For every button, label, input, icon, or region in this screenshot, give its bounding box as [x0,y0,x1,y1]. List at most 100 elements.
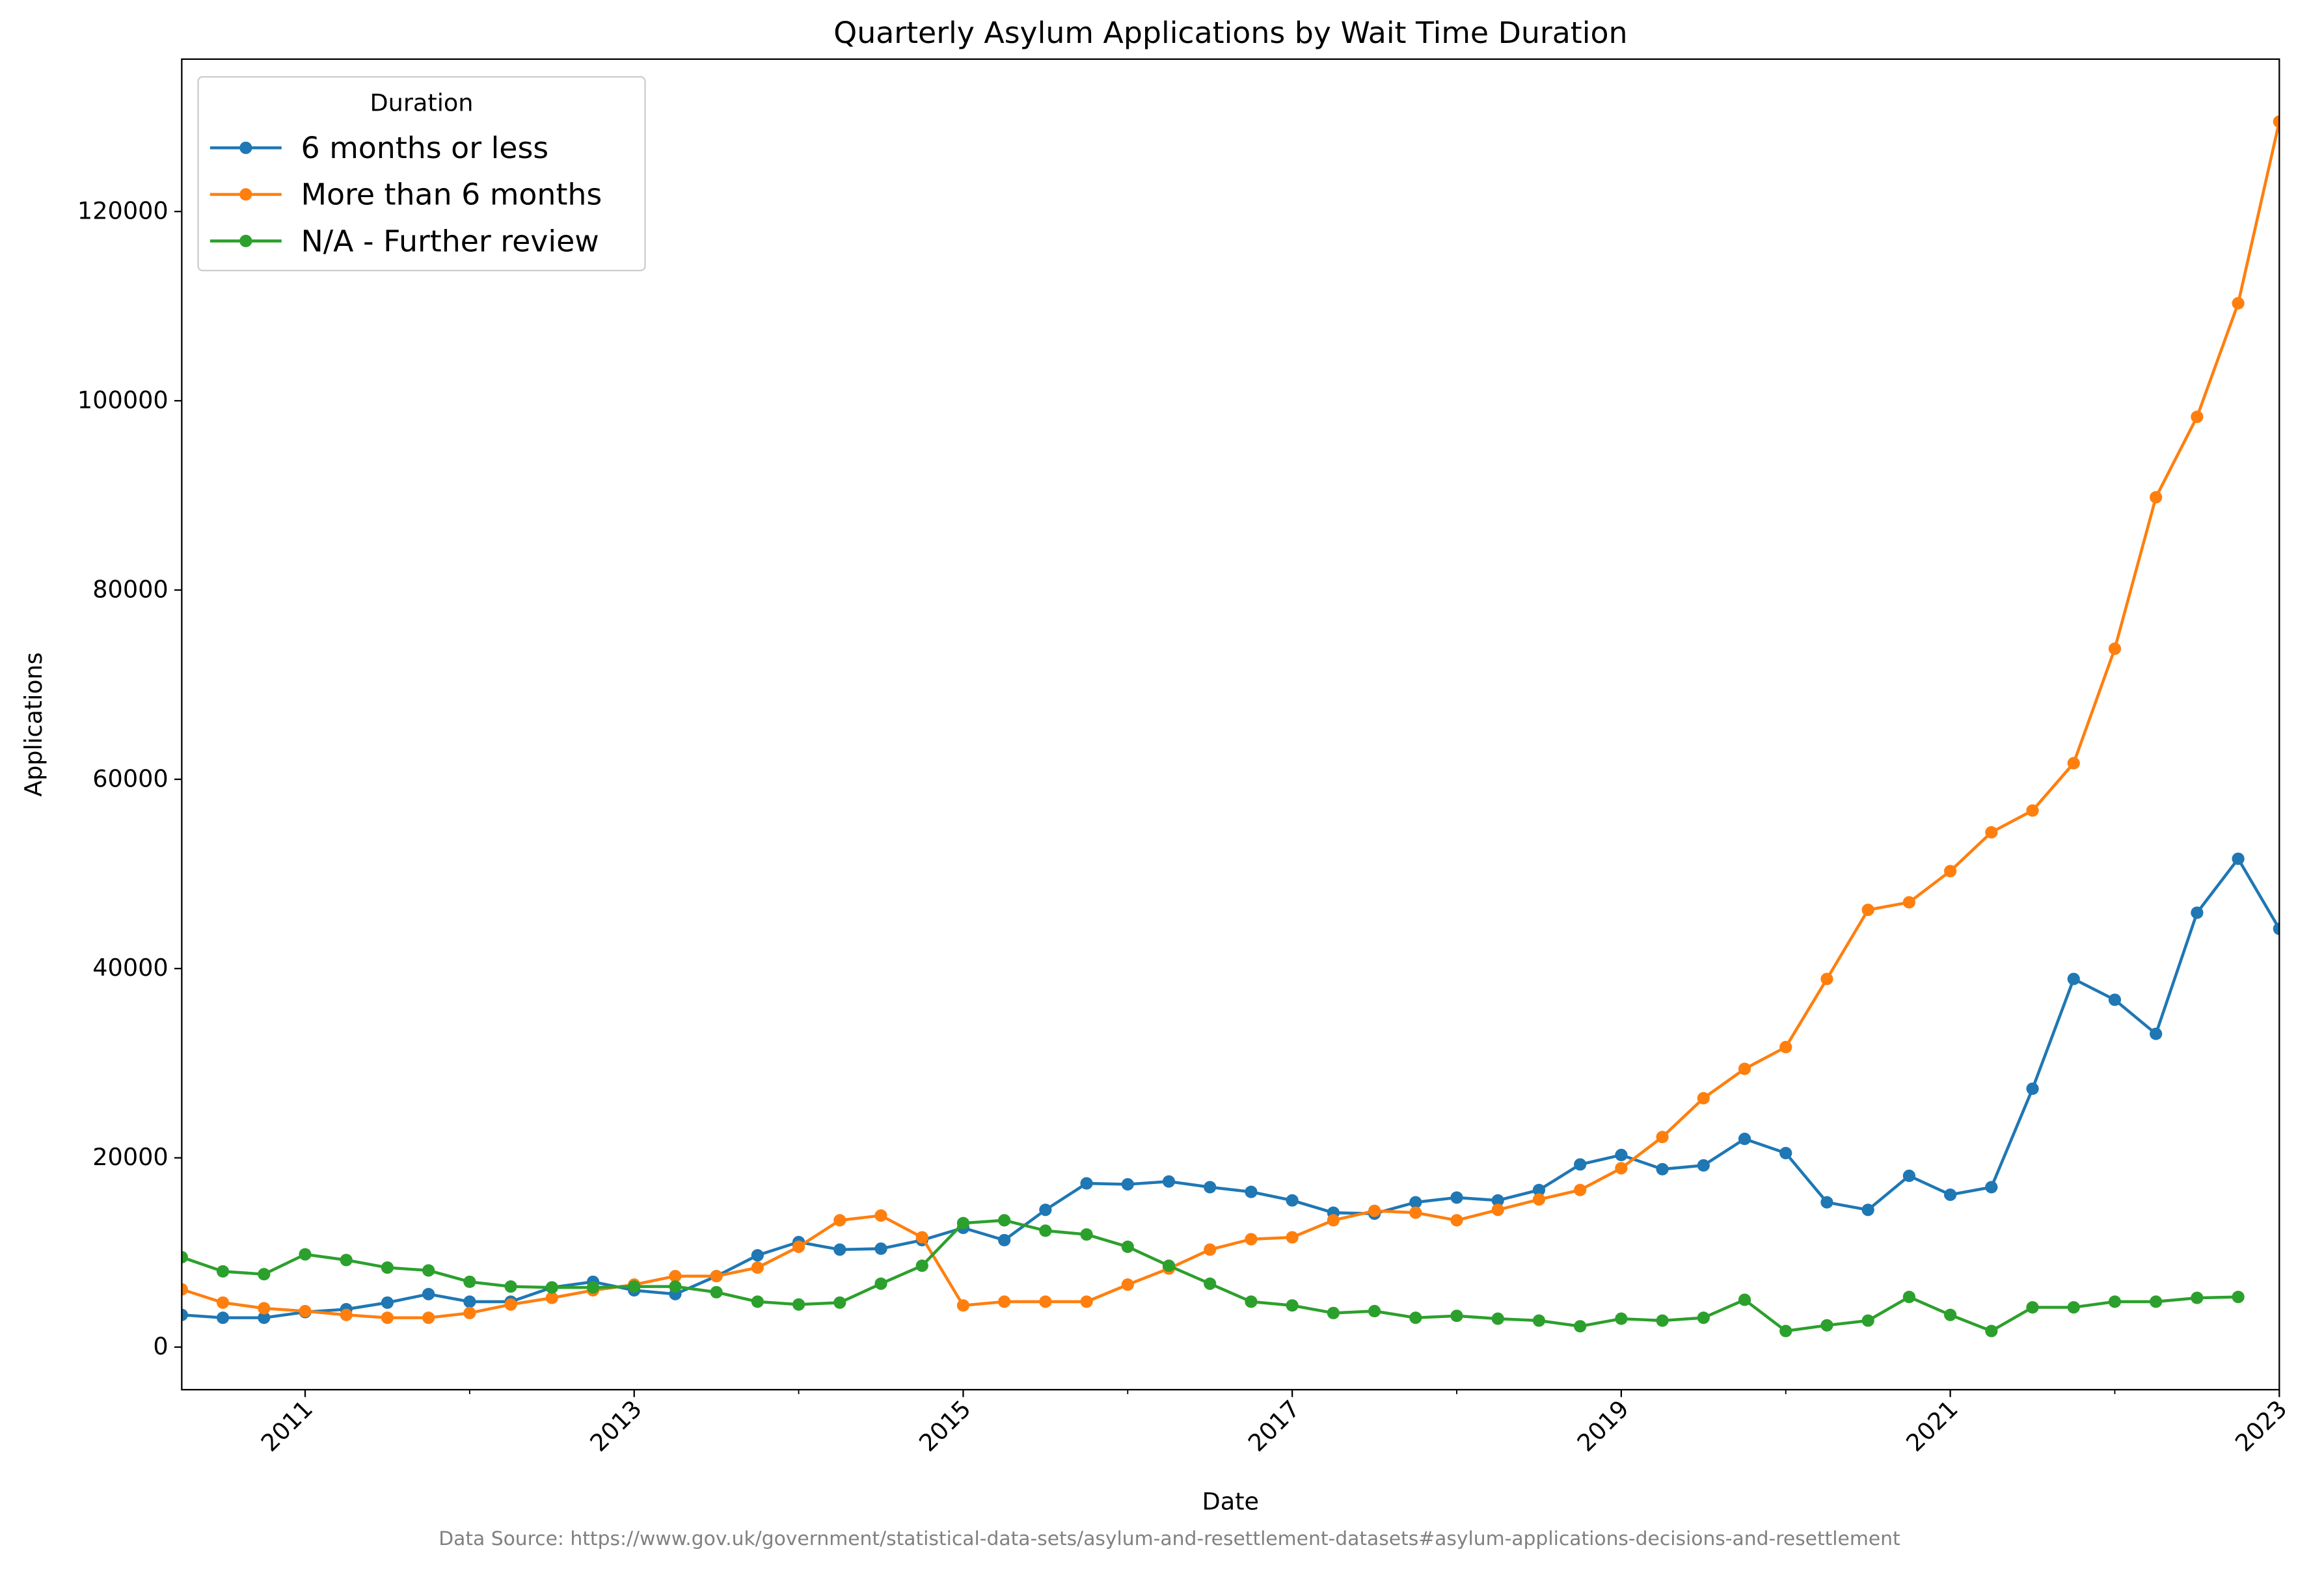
y-tick-label: 60000 [92,764,168,792]
x-tick-label: 2021 [1900,1395,1963,1457]
data-point [1286,1194,1299,1207]
data-point [1861,904,1874,917]
data-point [182,1251,188,1264]
data-point [1985,826,1998,839]
legend-label: More than 6 months [301,178,602,212]
data-point [1532,1193,1546,1206]
data-point [1985,1324,1998,1338]
data-point [1656,1314,1669,1327]
source-note: Data Source: https://www.gov.uk/governme… [439,1527,1900,1550]
data-point [258,1302,271,1315]
legend-label: 6 months or less [301,131,549,165]
data-point [751,1295,764,1308]
data-point [216,1311,230,1324]
data-point [1861,1203,1874,1217]
data-point [1245,1185,1258,1198]
data-point [669,1280,682,1293]
data-point [463,1306,476,1319]
y-axis-label: Applications [20,652,47,797]
data-point [1327,1214,1340,1227]
data-point [2026,1301,2039,1314]
data-point [1697,1159,1710,1172]
data-point [998,1214,1011,1227]
data-point [1820,973,1833,986]
data-point [299,1248,312,1261]
legend-marker [239,188,252,201]
data-point [1574,1320,1587,1333]
data-point [1245,1295,1258,1308]
data-point [1450,1191,1463,1204]
data-point [1943,1308,1957,1321]
data-point [1080,1228,1093,1241]
data-point [182,1308,188,1321]
data-point [2273,115,2280,128]
data-point [1121,1177,1134,1191]
data-point [1902,1169,1915,1182]
data-point [1245,1233,1258,1246]
y-tick-label: 100000 [77,386,169,414]
legend-marker [239,141,252,154]
data-point [381,1261,394,1274]
data-point [1861,1314,1874,1327]
data-point [1286,1231,1299,1244]
data-point [1738,1133,1751,1146]
data-point [2232,297,2245,310]
data-point [998,1233,1011,1246]
data-point [1985,1181,1998,1194]
data-point [1656,1163,1669,1176]
data-point [1450,1310,1463,1323]
data-point [1656,1131,1669,1144]
data-point [258,1311,271,1324]
data-point [1574,1183,1587,1196]
y-tick-label: 120000 [77,197,169,225]
data-point [422,1287,435,1300]
data-point [2232,1291,2245,1304]
data-point [381,1311,394,1324]
data-point [956,1217,970,1230]
data-point [874,1242,887,1255]
data-point [1162,1175,1176,1188]
data-point [751,1249,764,1262]
data-point [1943,865,1957,878]
data-point [545,1281,558,1294]
data-point [1368,1204,1381,1217]
data-point [792,1240,805,1254]
data-point [2191,906,2204,919]
x-tick-label: 2013 [584,1395,647,1457]
series-line [182,856,2280,1319]
legend-box [197,76,646,272]
data-point [1532,1183,1546,1196]
data-point [1080,1295,1093,1308]
data-point [1039,1203,1052,1217]
data-point [1902,1291,1915,1304]
data-point [1204,1277,1217,1290]
data-point [874,1277,887,1290]
data-point [2191,1291,2204,1304]
data-point [1738,1062,1751,1075]
y-tick-label: 80000 [92,575,168,603]
data-point [792,1298,805,1311]
data-point [669,1270,682,1283]
data-point [422,1311,435,1324]
data-point [1327,1306,1340,1319]
data-point [874,1209,887,1222]
data-point [504,1280,517,1293]
data-point [833,1243,846,1256]
data-point [1779,1324,1792,1338]
data-point [1368,1304,1381,1318]
data-point [463,1275,476,1288]
data-point [1615,1312,1628,1325]
data-point [998,1295,1011,1308]
x-tick-label: 2023 [2230,1395,2292,1457]
data-point [751,1261,764,1274]
data-point [1162,1259,1176,1272]
data-point [1409,1311,1422,1324]
data-point [216,1265,230,1278]
y-tick-label: 0 [153,1332,168,1360]
data-point [956,1299,970,1312]
data-point [1820,1196,1833,1209]
data-point [1574,1158,1587,1171]
series-line [182,1218,2239,1333]
data-point [422,1264,435,1277]
